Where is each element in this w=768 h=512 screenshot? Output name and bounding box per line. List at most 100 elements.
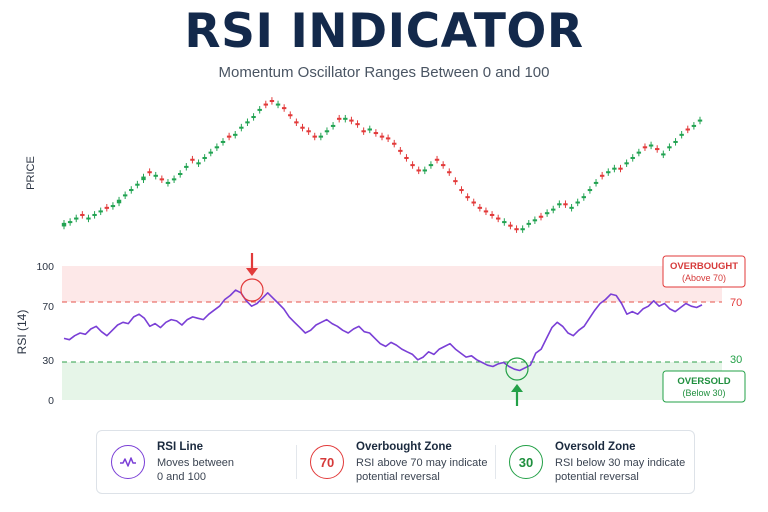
candle-bullish	[233, 133, 238, 136]
oversold-highlight-circle	[505, 357, 529, 381]
overbought-right-label: 70	[730, 297, 742, 309]
candle-bullish	[520, 228, 525, 231]
candle-bearish	[447, 171, 452, 174]
candle-bullish	[532, 219, 538, 222]
overbought-badge: 70	[310, 445, 344, 479]
rsi-chart: PRICE RSI (14) 100 70 30 0 70 30 OVERBOUGHT…	[15, 97, 746, 407]
candle-bearish	[453, 180, 458, 183]
candle-bearish	[300, 126, 305, 129]
candle-bearish	[226, 135, 232, 138]
candle-bearish	[104, 206, 110, 209]
candle-bullish	[220, 140, 226, 143]
candle-bearish	[410, 164, 415, 167]
candle-bullish	[214, 146, 220, 149]
candle-bullish	[184, 165, 189, 168]
candle-bullish	[116, 199, 122, 204]
candle-bullish	[141, 176, 146, 181]
candle-bearish	[336, 117, 342, 120]
rsi-line	[63, 289, 703, 372]
chart-title: RSI INDICATOR	[184, 4, 584, 59]
candle-bullish	[74, 217, 79, 220]
candle-bearish	[361, 130, 366, 133]
candle-bullish	[135, 183, 140, 186]
candle-bearish	[459, 189, 464, 192]
candle-bullish	[661, 153, 666, 156]
candle-bullish	[367, 128, 372, 131]
candle-bullish	[98, 210, 103, 213]
candle-bullish	[575, 201, 580, 204]
candle-bearish	[288, 114, 293, 117]
candle-bullish	[593, 181, 599, 184]
candle-bullish	[624, 162, 629, 165]
oversold-callout-title: OVERSOLD	[677, 376, 730, 387]
candle-bullish	[324, 130, 330, 133]
candle-bullish	[636, 151, 642, 154]
legend-oversold-line1: RSI below 30 may indicate	[555, 457, 686, 469]
candle-bullish	[526, 222, 531, 225]
candle-bearish	[190, 158, 195, 161]
rsi-y-tick-100: 100	[36, 261, 54, 273]
candle-bullish	[648, 144, 654, 147]
candle-bearish	[514, 228, 519, 231]
oversold-callout: OVERSOLD (Below 30)	[662, 370, 746, 403]
candle-bearish	[489, 213, 495, 216]
candle-bearish	[465, 196, 470, 199]
candle-bullish	[202, 156, 207, 159]
candle-bullish	[428, 164, 434, 167]
candle-bullish	[275, 103, 281, 106]
candle-bullish	[551, 208, 556, 211]
candle-bullish	[122, 194, 128, 197]
candle-bullish	[208, 151, 213, 154]
candle-bullish	[569, 206, 574, 209]
candle-bearish	[373, 132, 379, 135]
candle-bullish	[318, 135, 324, 138]
candle-bearish	[654, 148, 660, 151]
candle-bearish	[385, 137, 391, 140]
price-axis-label: PRICE	[25, 156, 37, 190]
oversold-badge: 30	[509, 445, 543, 479]
candle-bearish	[642, 146, 648, 149]
candle-bullish	[153, 174, 158, 177]
candle-bullish	[697, 119, 703, 122]
overbought-callout-title: OVERBOUGHT	[670, 261, 738, 272]
overbought-zone	[62, 266, 722, 302]
candle-bearish	[147, 171, 152, 174]
candle-bullish	[630, 156, 635, 159]
candle-bullish	[691, 124, 697, 127]
candle-bullish	[673, 140, 678, 143]
overbought-callout-sub: (Above 70)	[682, 273, 726, 283]
candle-bearish	[379, 135, 385, 138]
candle-bullish	[171, 178, 177, 181]
legend-oversold: 30 Oversold Zone RSI below 30 may indica…	[495, 431, 694, 493]
candle-bearish	[471, 201, 476, 204]
rsi-line-icon	[111, 445, 145, 479]
candle-bearish	[392, 142, 397, 145]
candle-bearish	[538, 215, 544, 218]
legend-rsi-line: RSI Line Moves between 0 and 100	[97, 431, 296, 493]
candle-bullish	[196, 162, 201, 165]
candle-bearish	[685, 128, 690, 131]
oversold-right-label: 30	[730, 354, 742, 366]
candle-bullish	[557, 203, 562, 206]
candle-bearish	[404, 156, 409, 159]
candle-bearish	[416, 169, 421, 172]
candle-bullish	[612, 167, 617, 170]
rsi-y-tick-0: 0	[48, 395, 54, 407]
rsi-axis-label: RSI (14)	[15, 310, 29, 355]
candle-bullish	[165, 181, 171, 184]
candle-bearish	[440, 164, 446, 167]
candle-bullish	[606, 171, 611, 174]
candle-bearish	[618, 167, 623, 170]
candle-bullish	[110, 205, 116, 208]
candle-bearish	[495, 217, 501, 220]
rsi-y-tick-30: 30	[42, 355, 54, 367]
legend-rsi-line1: Moves between	[157, 457, 235, 469]
candle-bullish	[667, 146, 672, 149]
candle-bullish	[129, 189, 134, 192]
candle-bearish	[483, 210, 489, 213]
legend-oversold-line2: potential reversal	[555, 471, 639, 483]
candle-bullish	[422, 169, 428, 172]
rsi-y-tick-70: 70	[42, 301, 54, 313]
legend-oversold-heading: Oversold Zone	[555, 441, 636, 453]
candle-bullish	[239, 126, 244, 129]
